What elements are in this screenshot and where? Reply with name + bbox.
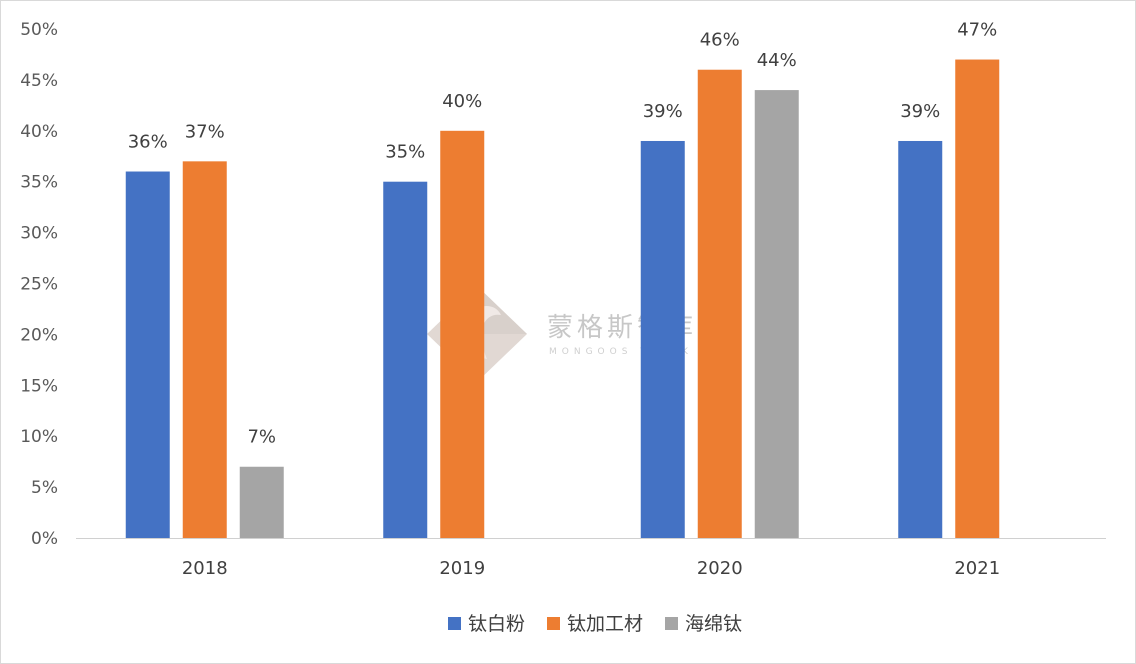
- data-label: 44%: [757, 50, 797, 71]
- watermark-subtext: MONGOOS THINK: [549, 347, 693, 357]
- data-label: 37%: [185, 121, 225, 142]
- bar-2019-series-2: [440, 130, 485, 539]
- legend-swatch: [665, 617, 678, 630]
- legend-label: 钛加工材: [567, 613, 643, 635]
- plot-area: 0% 5% 10% 15% 20% 25% 30% 35% 40% 45% 50% 36% 37% 7% 2…: [20, 20, 1106, 579]
- bar-2020-series-3: [754, 90, 799, 538]
- x-tick-label: 2019: [439, 558, 485, 579]
- data-label: 35%: [385, 142, 425, 163]
- bar-2020-series-2: [697, 69, 742, 538]
- bar-2019-series-1: [383, 181, 428, 538]
- data-label: 40%: [442, 91, 482, 112]
- y-tick-label: 5%: [31, 478, 58, 498]
- y-tick-label: 40%: [20, 122, 58, 142]
- data-label: 47%: [957, 20, 997, 41]
- data-label: 7%: [247, 427, 276, 448]
- y-tick-label: 30%: [20, 224, 58, 244]
- data-label: 39%: [900, 101, 940, 122]
- data-label: 36%: [128, 132, 168, 153]
- bar-2018-series-1: [125, 171, 170, 538]
- y-tick-label: 45%: [20, 71, 58, 91]
- y-tick-label: 0%: [31, 529, 58, 549]
- x-tick-label: 2018: [182, 558, 228, 579]
- data-label: 46%: [700, 30, 740, 51]
- bar-2018-series-3: [239, 466, 284, 538]
- legend-label: 钛白粉: [468, 613, 525, 635]
- x-tick-label: 2021: [954, 558, 1000, 579]
- bar-2018-series-2: [182, 161, 227, 538]
- y-tick-label: 35%: [20, 173, 58, 193]
- data-label: 39%: [643, 101, 683, 122]
- y-tick-label: 20%: [20, 325, 58, 345]
- legend: 钛白粉 钛加工材 海绵钛: [448, 613, 742, 635]
- legend-label: 海绵钛: [685, 613, 742, 635]
- bar-2020-series-1: [640, 140, 685, 539]
- y-tick-label: 15%: [20, 376, 58, 396]
- bar-2021-series-2: [955, 59, 1000, 538]
- bar-2021-series-1: [898, 140, 943, 539]
- y-tick-label: 50%: [20, 20, 58, 40]
- x-tick-label: 2020: [697, 558, 743, 579]
- y-tick-label: 10%: [20, 427, 58, 447]
- y-tick-label: 25%: [20, 275, 58, 295]
- legend-swatch: [448, 617, 461, 630]
- legend-swatch: [547, 617, 560, 630]
